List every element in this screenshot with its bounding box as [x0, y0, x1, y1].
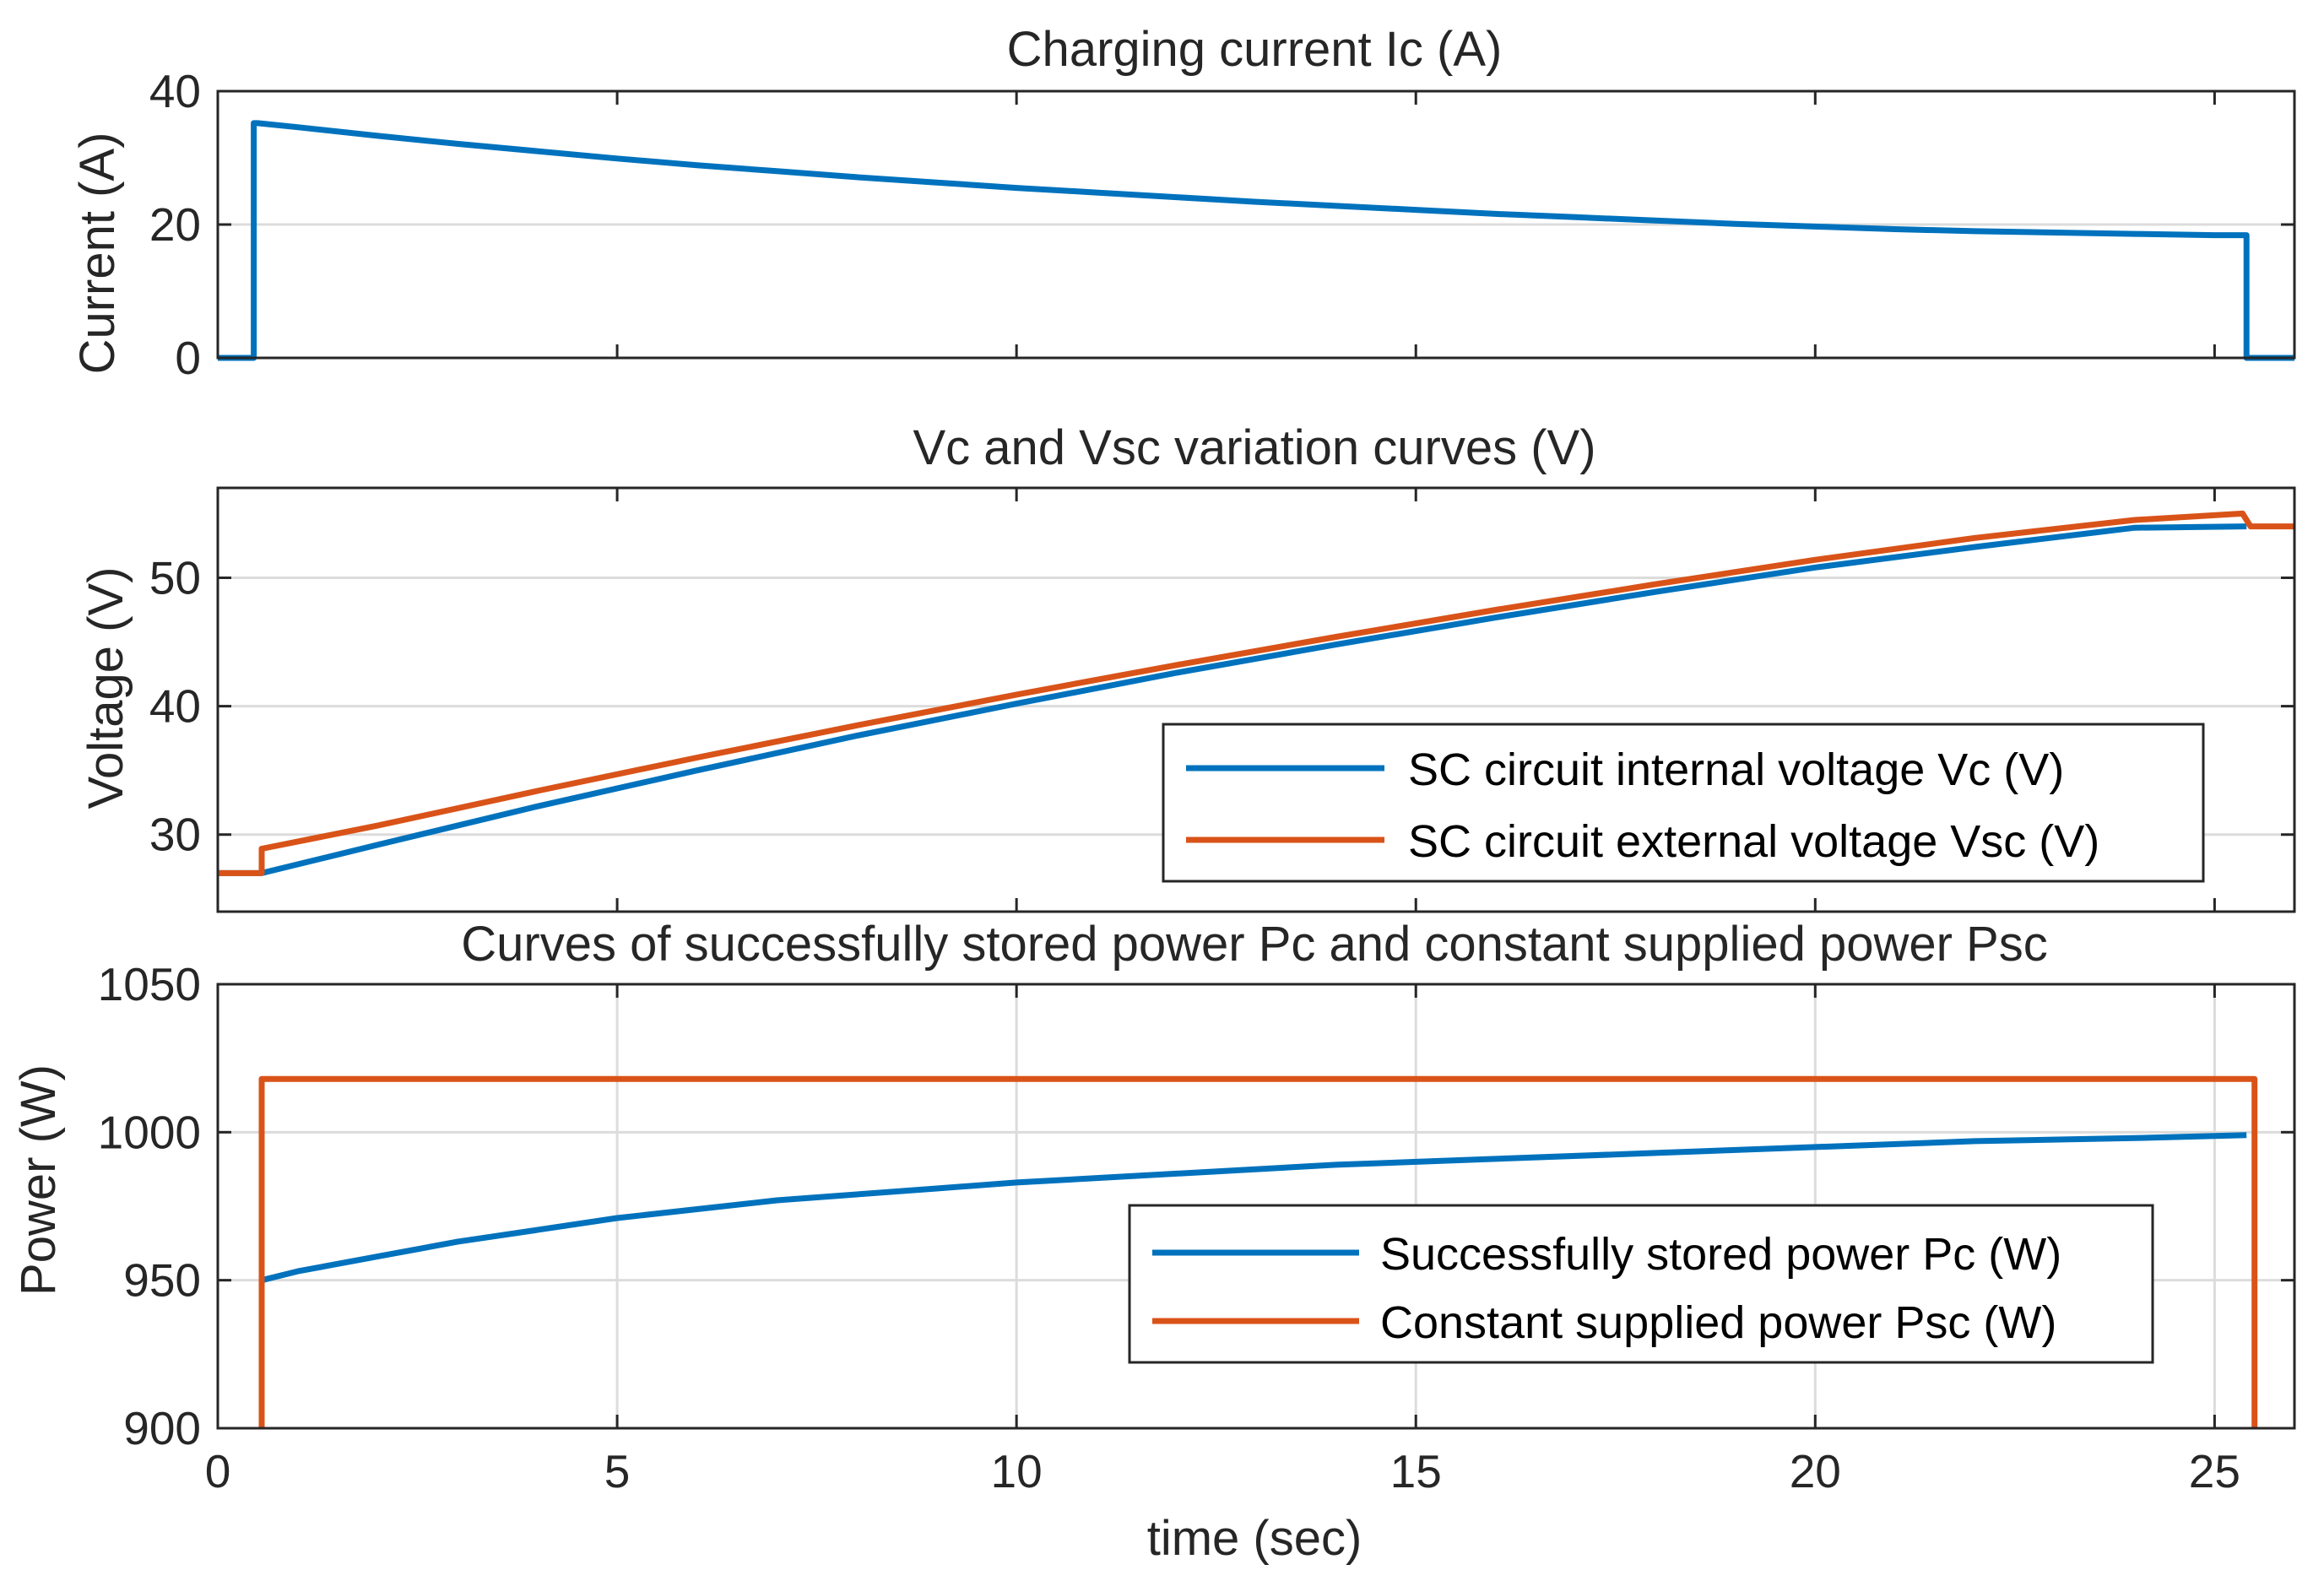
x-tick-label: 0	[205, 1445, 231, 1497]
subplot-current-axes-frame	[216, 89, 2296, 360]
subplot-voltage-legend-box	[1162, 723, 2205, 883]
subplot-power: Curves of successfully stored power Pc a…	[11, 917, 2296, 1566]
subplot-voltage-ticks: 30 40 50	[149, 488, 2294, 912]
subplot-voltage-axes-frame	[216, 486, 2296, 913]
subplot-power-ticks: 900 950 1000 1050 0 5 10 15 20 25	[98, 958, 2294, 1497]
y-tick-label: 30	[149, 809, 201, 861]
y-tick-label: 1000	[98, 1106, 201, 1158]
subplot-power-title: Curves of successfully stored power Pc a…	[461, 917, 2047, 972]
subplot-current: Charging current Ic (A) Current (A) 0 20 4…	[70, 22, 2296, 384]
y-tick-label: 0	[175, 332, 201, 384]
series-line-0-0	[218, 120, 2294, 361]
legend-label-pc: Successfully stored power Pc (W)	[1380, 1229, 2061, 1280]
subplot-voltage-title: Vc and Vsc variation curves (V)	[913, 420, 1595, 475]
legend-label-vsc: SC circuit external voltage Vsc (V)	[1408, 816, 2099, 867]
series-line-1-1	[218, 510, 2294, 876]
subplot-voltage-ylabel: Voltage (V)	[79, 567, 133, 809]
y-tick-label: 40	[149, 65, 201, 117]
series-line-2-0	[261, 1132, 2247, 1284]
series-line-1-0	[218, 523, 2247, 876]
subplot-power-series	[258, 1075, 2258, 1428]
subplot-voltage: Vc and Vsc variation curves (V) Voltage …	[79, 420, 2296, 913]
x-tick-label: 5	[604, 1445, 631, 1497]
x-tick-label: 15	[1390, 1445, 1442, 1497]
x-tick-label: 10	[991, 1445, 1043, 1497]
subplot-voltage-series	[218, 510, 2294, 876]
subplot-power-ylabel: Power (W)	[11, 1064, 66, 1296]
y-tick-label: 900	[123, 1402, 201, 1454]
y-tick-label: 1050	[98, 958, 201, 1010]
subplot-power-axes-frame	[216, 983, 2296, 1430]
legend-label-vc: SC circuit internal voltage Vc (V)	[1408, 744, 2064, 795]
x-tick-label: 25	[2189, 1445, 2240, 1497]
subplot-power-legend-box	[1128, 1204, 2154, 1364]
legend-label-psc: Constant supplied power Psc (W)	[1380, 1297, 2056, 1348]
y-tick-label: 20	[149, 198, 201, 251]
y-tick-label: 40	[149, 680, 201, 733]
subplot-current-title: Charging current Ic (A)	[1007, 22, 1503, 77]
subplot-power-xlabel: time (sec)	[1147, 1511, 1362, 1566]
subplot-power-legend: Successfully stored power Pc (W) Constan…	[1128, 1204, 2154, 1364]
subplot-current-ylabel: Current (A)	[70, 133, 125, 375]
y-tick-label: 50	[149, 551, 201, 604]
y-tick-label: 950	[123, 1254, 201, 1307]
x-tick-label: 20	[1790, 1445, 1841, 1497]
subplot-current-series	[218, 120, 2294, 361]
subplot-voltage-legend: SC circuit internal voltage Vc (V) SC ci…	[1162, 723, 2205, 883]
series-line-2-1	[258, 1075, 2258, 1428]
